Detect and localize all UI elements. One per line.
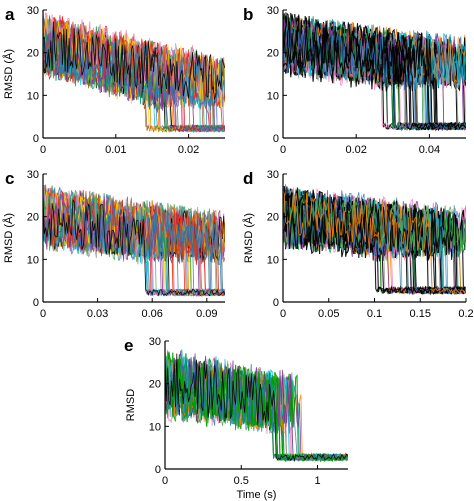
series-line — [43, 196, 225, 296]
x-tick-label: 0.1 — [367, 308, 382, 320]
series-line — [283, 25, 466, 131]
x-tick-label: 0.15 — [410, 308, 431, 320]
y-axis-title: RMSD — [125, 389, 137, 421]
series-group — [283, 183, 466, 296]
x-tick-label: 0.09 — [196, 308, 217, 320]
y-tick-label: 10 — [27, 254, 39, 266]
series-group — [43, 12, 225, 134]
series-line — [283, 191, 466, 296]
y-tick-label: 10 — [27, 90, 39, 102]
y-tick-label: 20 — [27, 212, 39, 224]
x-tick-label: 0.04 — [419, 144, 440, 156]
series-line — [283, 202, 466, 293]
x-tick-label: 0 — [162, 475, 168, 487]
x-tick-label: 0.03 — [87, 308, 108, 320]
x-tick-label: 0.05 — [318, 308, 339, 320]
panel-c: 0 10 20 30 0 0.03 0.06 0.09 c RMSD (Å) — [2, 169, 225, 320]
series-line — [165, 353, 348, 462]
y-tick-label: 30 — [267, 169, 279, 181]
y-axis-title: RMSD (Å) — [2, 49, 15, 99]
series-line — [283, 189, 466, 295]
panel-b: 0 10 20 30 0 0.02 0.04 b — [243, 5, 466, 156]
y-tick-label: 20 — [267, 212, 279, 224]
y-tick-label: 30 — [149, 336, 161, 348]
x-tick-label: 0.5 — [234, 475, 249, 487]
y-tick-label: 30 — [27, 5, 39, 17]
y-tick-label: 0 — [273, 133, 279, 145]
x-tick-label: 0 — [40, 308, 46, 320]
y-tick-label: 10 — [267, 254, 279, 266]
x-tick-label: 0 — [280, 144, 286, 156]
series-group — [283, 12, 466, 132]
y-tick-label: 20 — [149, 379, 161, 391]
panel-label: a — [5, 5, 15, 24]
y-tick-label: 20 — [267, 48, 279, 60]
x-axis-title: Time (s) — [237, 489, 277, 501]
series-line — [283, 21, 466, 131]
x-tick-label: 1 — [314, 475, 320, 487]
x-tick-label: 0.02 — [178, 144, 199, 156]
y-tick-label: 30 — [267, 5, 279, 17]
y-tick-label: 0 — [33, 133, 39, 145]
y-tick-label: 0 — [33, 297, 39, 309]
x-tick-label: 0 — [40, 144, 46, 156]
series-group — [165, 349, 348, 463]
x-tick-label: 0.2 — [458, 308, 473, 320]
y-tick-label: 10 — [267, 90, 279, 102]
panel-label: e — [124, 336, 133, 355]
panel-a: 0 10 20 30 0 0.01 0.02 a RMSD (Å) — [2, 5, 225, 156]
series-line — [43, 21, 225, 100]
y-tick-label: 0 — [155, 464, 161, 476]
x-tick-label: 0 — [280, 308, 286, 320]
y-tick-label: 30 — [27, 169, 39, 181]
y-axis-title: RMSD (Å) — [2, 213, 15, 263]
series-line — [43, 199, 225, 294]
panel-label: b — [243, 5, 253, 24]
panel-label: d — [243, 169, 253, 188]
series-line — [43, 198, 225, 298]
y-tick-label: 10 — [149, 421, 161, 433]
y-tick-label: 20 — [27, 48, 39, 60]
panel-e: 0 10 20 30 0 0.5 1 e RMSD Time (s) — [124, 336, 348, 501]
y-tick-label: 0 — [273, 297, 279, 309]
y-axis-title: RMSD (Å) — [242, 213, 255, 263]
series-line — [43, 17, 225, 131]
x-tick-label: 0.06 — [141, 308, 162, 320]
series-group — [43, 184, 225, 298]
x-tick-label: 0.02 — [345, 144, 366, 156]
panel-label: c — [5, 169, 14, 188]
x-tick-label: 0.01 — [105, 144, 126, 156]
panel-d: 0 10 20 30 0 0.05 0.1 0.15 0.2 d RMSD (Å) — [242, 169, 474, 320]
